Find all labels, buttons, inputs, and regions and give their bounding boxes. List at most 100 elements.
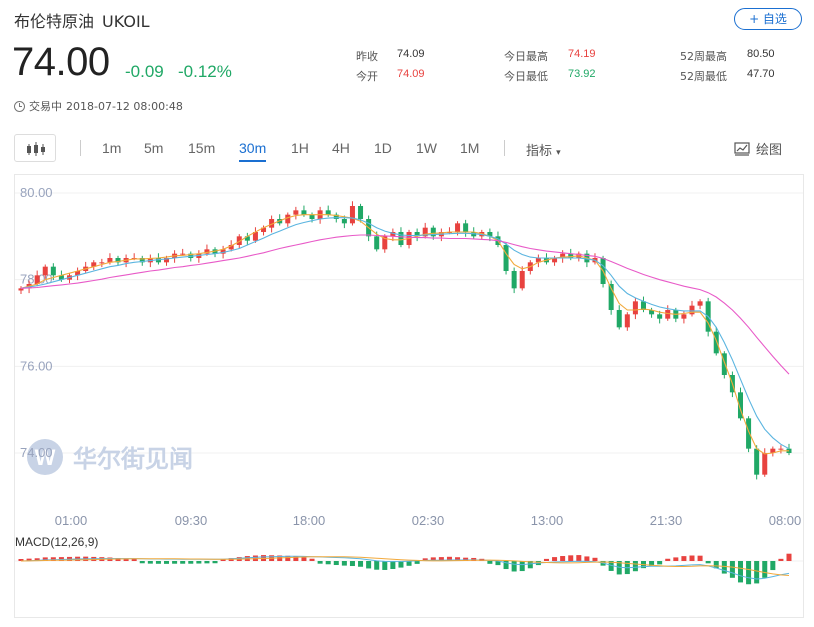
macd-histogram-bar (689, 555, 695, 561)
candle-body (632, 301, 638, 315)
candle-body (301, 210, 307, 215)
candle-body (325, 210, 331, 215)
macd-histogram-bar (123, 558, 129, 561)
chart-type-button[interactable] (14, 134, 56, 162)
stat-label: 52周最低 (680, 70, 727, 83)
macd-histogram-bar (212, 561, 218, 564)
period-1m[interactable]: 1m (102, 140, 122, 156)
candle-body (115, 258, 121, 263)
candle-body (430, 227, 436, 237)
macd-histogram-bar (762, 561, 768, 578)
candle-body (770, 448, 776, 453)
macd-histogram-bar (422, 558, 428, 561)
x-tick-label: 02:30 (412, 513, 445, 528)
stat-day-high: 今日最高 74.19 (504, 48, 596, 64)
candle-body (713, 331, 719, 354)
period-1w[interactable]: 1W (416, 140, 437, 156)
candlestick-series (18, 201, 792, 480)
period-1mo[interactable]: 1M (460, 140, 480, 156)
candle-body (398, 232, 404, 245)
macd-histogram-bar (374, 561, 380, 570)
macd-label: MACD(12,26,9) (15, 535, 98, 549)
macd-histogram-bar (503, 561, 509, 570)
draw-button[interactable]: 绘图 (734, 139, 782, 158)
macd-histogram-bar (204, 561, 210, 564)
candle-body (414, 232, 420, 237)
candle-body (341, 219, 347, 224)
macd-histogram-bar (293, 556, 299, 561)
candle-body (649, 310, 655, 315)
stat-value: 73.92 (568, 68, 596, 80)
period-5m[interactable]: 5m (144, 140, 164, 156)
macd-histogram-bar (495, 561, 501, 566)
candle-body (640, 301, 646, 310)
watermark: W 华尔街见闻 (27, 439, 193, 475)
candle-body (721, 353, 727, 375)
candle-body (754, 448, 760, 475)
candle-body (503, 245, 509, 271)
candle-body (511, 271, 517, 289)
macd-histogram-bar (519, 561, 525, 572)
instrument-name: 布伦特原油 (14, 12, 95, 31)
macd-histogram-bar (487, 561, 493, 564)
stat-label: 今日最高 (504, 50, 548, 63)
macd-histogram-bar (18, 559, 24, 561)
macd-histogram-bar (220, 559, 226, 561)
candle-body (358, 206, 364, 219)
macd-histogram-bar (584, 556, 590, 561)
macd-histogram-bar (770, 561, 776, 571)
candle-body (681, 314, 687, 319)
toolbar-divider (504, 140, 505, 156)
indicator-dropdown[interactable]: 指标 ▾ (526, 140, 561, 159)
candle-body (665, 310, 671, 319)
period-1d[interactable]: 1D (374, 140, 392, 156)
y-tick-label: 76.00 (20, 358, 53, 373)
candle-body (309, 214, 315, 219)
macd-histogram-bar (115, 558, 121, 561)
candle-body (91, 262, 97, 267)
x-tick-label: 01:00 (55, 513, 88, 528)
macd-histogram-bar (430, 557, 436, 561)
period-1h[interactable]: 1H (291, 140, 309, 156)
period-4h[interactable]: 4H (332, 140, 350, 156)
macd-histogram-bar (147, 561, 153, 564)
macd-dea-line (20, 556, 790, 576)
macd-histogram-bar (721, 561, 727, 574)
y-tick-label: 80.00 (20, 185, 53, 200)
add-watchlist-button[interactable]: + 自选 (734, 8, 802, 30)
period-15m[interactable]: 15m (188, 140, 216, 156)
candle-body (746, 418, 752, 449)
macd-histogram-bar (754, 561, 760, 584)
candle-body (689, 305, 695, 315)
stat-52w-high: 52周最高 80.50 (680, 48, 775, 64)
macd-histogram-bar (649, 561, 655, 566)
macd-histogram-bar (358, 561, 364, 567)
candle-body (382, 236, 388, 250)
candle-body (552, 258, 558, 263)
macd-histogram-bar (560, 556, 566, 561)
macd-histogram-bar (737, 561, 744, 583)
candle-body (252, 232, 258, 241)
ma-line-ma-short (20, 214, 789, 455)
trading-status: 交易中 2018-07-12 08:00:48 (14, 98, 183, 114)
macd-histogram-bar (188, 561, 194, 564)
stat-value: 74.09 (397, 68, 425, 80)
macd-histogram-bar (446, 556, 452, 561)
ma-line-ma-long (20, 234, 790, 375)
macd-histogram-bar (746, 561, 752, 585)
price-change: -0.09 (125, 62, 164, 81)
macd-histogram-bar (673, 557, 679, 561)
candle-body (374, 236, 380, 250)
instrument-title: 布伦特原油 UKOIL (14, 8, 150, 32)
candle-body (608, 284, 614, 310)
stat-label: 今开 (356, 70, 378, 83)
instrument-code: UKOIL (102, 12, 150, 31)
macd-histogram-bar (325, 561, 331, 565)
candle-body (18, 288, 24, 291)
macd-histogram-bar (455, 557, 461, 561)
period-30m[interactable]: 30m (239, 140, 267, 162)
macd-histogram-bar (382, 561, 388, 570)
candle-body (269, 219, 275, 228)
